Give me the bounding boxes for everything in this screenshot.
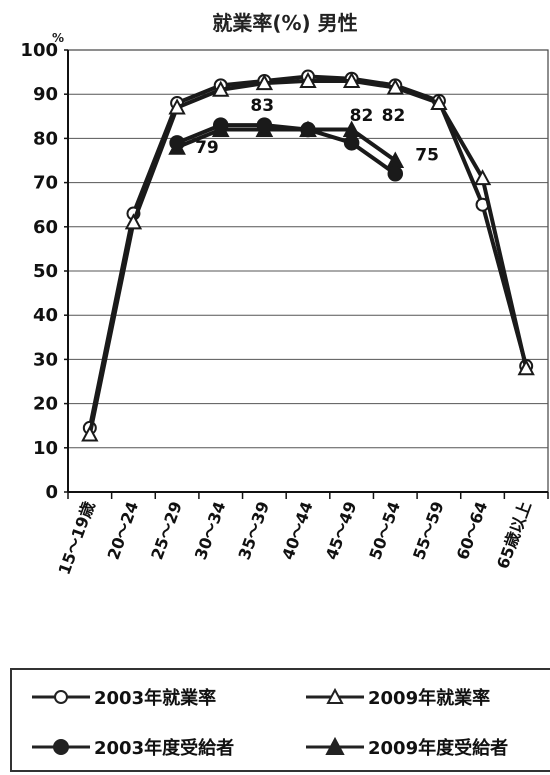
y-tick-label: 40	[33, 305, 58, 326]
legend-label: 2003年就業率	[94, 688, 217, 709]
series-line	[176, 123, 397, 176]
legend-item-2009-recipients: 2009年度受給者	[304, 734, 508, 760]
data-label: 75	[415, 146, 439, 166]
legend-label: 2009年度受給者	[368, 738, 509, 759]
series-2	[81, 71, 535, 442]
legend-label: 2003年度受給者	[94, 738, 235, 759]
legend-marker-circle-open	[32, 690, 90, 704]
data-point	[169, 135, 185, 151]
legend-item-2009-employment: 2009年就業率	[304, 684, 490, 710]
x-tick-label: 20～24	[104, 499, 143, 562]
data-point	[81, 425, 99, 442]
x-tick-label: 65歳以上	[493, 499, 535, 572]
gridlines	[67, 49, 549, 493]
data-point	[342, 71, 361, 88]
y-tick-label: 50	[33, 261, 58, 282]
data-label: 82	[382, 106, 406, 126]
x-tick-label: 35～39	[235, 499, 274, 562]
legend-marker-triangle-open	[306, 687, 364, 704]
y-tick-label: 90	[33, 84, 58, 105]
legend-label: 2009年就業率	[368, 688, 491, 709]
x-tick-label: 15～19歳	[55, 499, 99, 577]
data-label: 83	[250, 96, 274, 116]
data-labels: 79 83 82 82 75	[195, 96, 439, 165]
y-tick-label: 0	[45, 482, 58, 503]
x-tick-label: 60～64	[453, 499, 492, 562]
data-point	[430, 93, 448, 111]
legend: 2003年就業率 2009年就業率 2003年度受給者 2009年度受給者	[10, 668, 550, 772]
y-tick-label: 70	[33, 173, 58, 194]
y-axis-ticks: 0 10 20 30 40 50 60 70 80 90 100	[20, 40, 68, 503]
data-point	[212, 117, 229, 133]
x-tick-label: 55～59	[409, 499, 448, 562]
series-group	[81, 69, 535, 442]
y-tick-label: 10	[33, 438, 58, 459]
line-chart: 就業率(%) 男性 % 0 10 20 30 40 50 60 70 80 90 100 15～19…	[20, 11, 549, 577]
data-label: 82	[350, 106, 374, 126]
x-tick-label: 30～34	[191, 499, 230, 562]
x-tick-label: 25～29	[147, 499, 186, 562]
chart-title: 就業率(%) 男性	[212, 11, 357, 35]
legend-item-2003-recipients: 2003年度受給者	[30, 734, 234, 760]
data-point	[386, 78, 404, 95]
x-tick-label: 40～44	[278, 499, 317, 562]
data-point	[212, 80, 230, 97]
data-point	[168, 98, 186, 115]
legend-marker-circle-filled	[32, 739, 90, 755]
x-axis-ticks: 15～19歳 20～24 25～29 30～34 35～39 40～44 45～49 50～5…	[55, 492, 549, 577]
x-tick-label: 45～49	[322, 499, 361, 562]
legend-marker-triangle-filled	[306, 737, 364, 755]
data-point	[256, 117, 273, 133]
series-3	[169, 117, 404, 182]
data-point	[299, 71, 317, 88]
data-point	[124, 213, 143, 230]
data-point	[255, 74, 274, 91]
data-point	[473, 169, 492, 186]
y-tick-label: 30	[33, 349, 58, 370]
y-axis-unit: %	[52, 31, 64, 45]
legend-item-2003-employment: 2003年就業率	[30, 684, 216, 710]
y-tick-label: 100	[20, 40, 58, 61]
data-point	[517, 359, 535, 376]
y-tick-label: 60	[33, 217, 58, 238]
data-label: 79	[195, 138, 219, 158]
data-point	[387, 166, 404, 182]
data-point	[300, 121, 316, 138]
data-point	[343, 135, 360, 151]
x-tick-label: 50～54	[365, 499, 404, 562]
y-tick-label: 80	[33, 128, 58, 149]
y-tick-label: 20	[33, 394, 58, 415]
